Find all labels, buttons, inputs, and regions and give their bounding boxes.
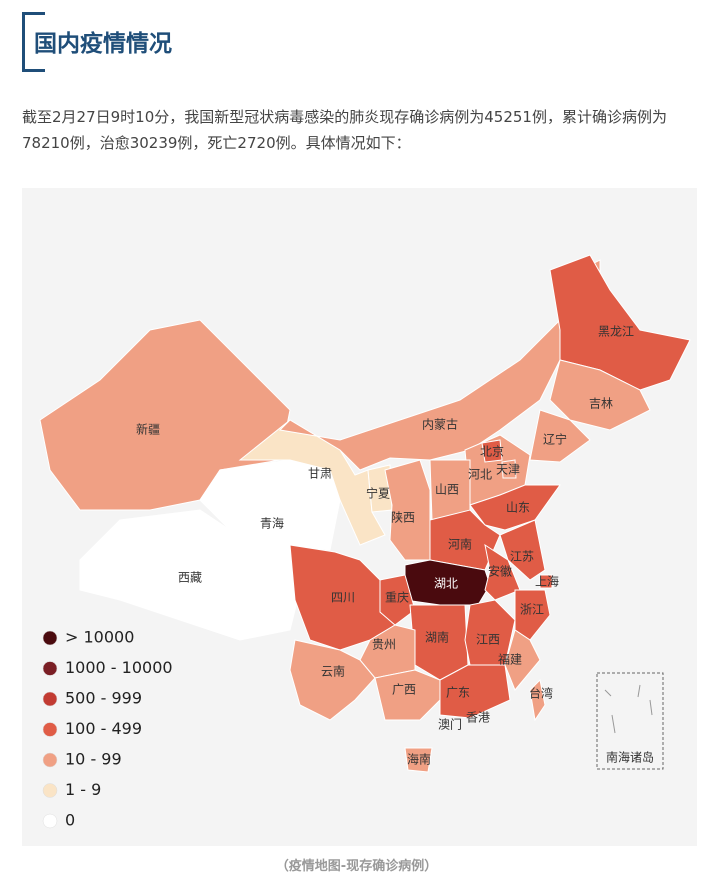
legend-swatch bbox=[42, 752, 58, 768]
province-label: 贵州 bbox=[372, 638, 396, 652]
province-label: 重庆 bbox=[385, 591, 409, 605]
province bbox=[384, 459, 431, 561]
province-label: 广东 bbox=[446, 686, 470, 700]
inset-islands bbox=[604, 684, 653, 734]
inset-label: 南海诸岛 bbox=[606, 750, 654, 765]
province-label: 湖南 bbox=[425, 630, 449, 645]
province-label: 安徽 bbox=[488, 564, 512, 579]
title-bracket bbox=[22, 12, 45, 72]
province-label: 陕西 bbox=[391, 510, 415, 525]
province bbox=[504, 629, 541, 691]
province-label: 黑龙江 bbox=[598, 325, 634, 339]
legend-swatch bbox=[42, 722, 58, 737]
province-label: 河北 bbox=[468, 468, 492, 482]
section-title: 国内疫情情况 bbox=[34, 31, 172, 57]
province-label: 青海 bbox=[260, 516, 284, 531]
province bbox=[481, 439, 503, 463]
legend-label: 1 - 9 bbox=[65, 780, 101, 799]
legend-label: 100 - 499 bbox=[65, 719, 142, 738]
province bbox=[529, 409, 591, 463]
province bbox=[501, 459, 517, 479]
province bbox=[529, 678, 546, 722]
province-label: 江西 bbox=[476, 633, 500, 647]
province-label: 澳门 bbox=[438, 717, 462, 732]
legend-label: 0 bbox=[65, 811, 75, 830]
province bbox=[289, 639, 376, 721]
legend-swatch bbox=[42, 661, 58, 676]
province-label: 天津 bbox=[496, 463, 520, 477]
province bbox=[404, 747, 433, 773]
legend-label: 500 - 999 bbox=[65, 689, 142, 708]
province bbox=[539, 574, 553, 589]
province bbox=[549, 359, 651, 431]
province-label: 山东 bbox=[506, 501, 530, 515]
province-label: 广西 bbox=[392, 683, 416, 697]
legend-swatch bbox=[42, 813, 58, 829]
province-label: 海南 bbox=[407, 752, 431, 767]
caption: （疫情地图-现存确诊病例） bbox=[275, 859, 438, 874]
province-label: 新疆 bbox=[136, 422, 160, 437]
province bbox=[79, 509, 301, 641]
province-label: 浙江 bbox=[520, 603, 544, 617]
province-label: 内蒙古 bbox=[422, 417, 458, 432]
province-label: 台湾 bbox=[529, 686, 553, 701]
province-label: 山西 bbox=[435, 483, 459, 497]
intro-text: 截至2月27日9时10分，我国新型冠状病毒感染的肺炎现存确诊病例为45251例，… bbox=[22, 108, 667, 152]
province-label: 福建 bbox=[498, 652, 522, 667]
province bbox=[499, 519, 546, 581]
province-label: 吉林 bbox=[589, 397, 613, 411]
legend-swatch bbox=[42, 630, 58, 646]
province bbox=[439, 664, 511, 719]
legend-label: 1000 - 10000 bbox=[65, 658, 173, 677]
legend-swatch bbox=[42, 783, 58, 798]
legend-label: 10 - 99 bbox=[65, 750, 122, 769]
province-label: 江苏 bbox=[510, 550, 534, 564]
province-label: 湖北 bbox=[434, 576, 458, 591]
province-label: 香港 bbox=[466, 711, 490, 725]
province bbox=[379, 574, 416, 626]
province-label: 辽宁 bbox=[543, 432, 567, 447]
province-label: 甘肃 bbox=[308, 467, 332, 481]
province-label: 四川 bbox=[331, 591, 355, 605]
province bbox=[514, 589, 551, 641]
province-label: 西藏 bbox=[178, 571, 202, 585]
province-label: 河南 bbox=[448, 537, 472, 552]
inset-frame bbox=[596, 672, 664, 770]
province bbox=[549, 254, 691, 391]
province-label: 上海 bbox=[535, 574, 559, 589]
legend-swatch bbox=[42, 691, 58, 707]
legend-label: > 10000 bbox=[65, 628, 134, 647]
province-label: 云南 bbox=[321, 664, 345, 679]
province-label: 北京 bbox=[480, 445, 504, 459]
province-label: 宁夏 bbox=[366, 486, 390, 501]
province bbox=[469, 484, 561, 531]
